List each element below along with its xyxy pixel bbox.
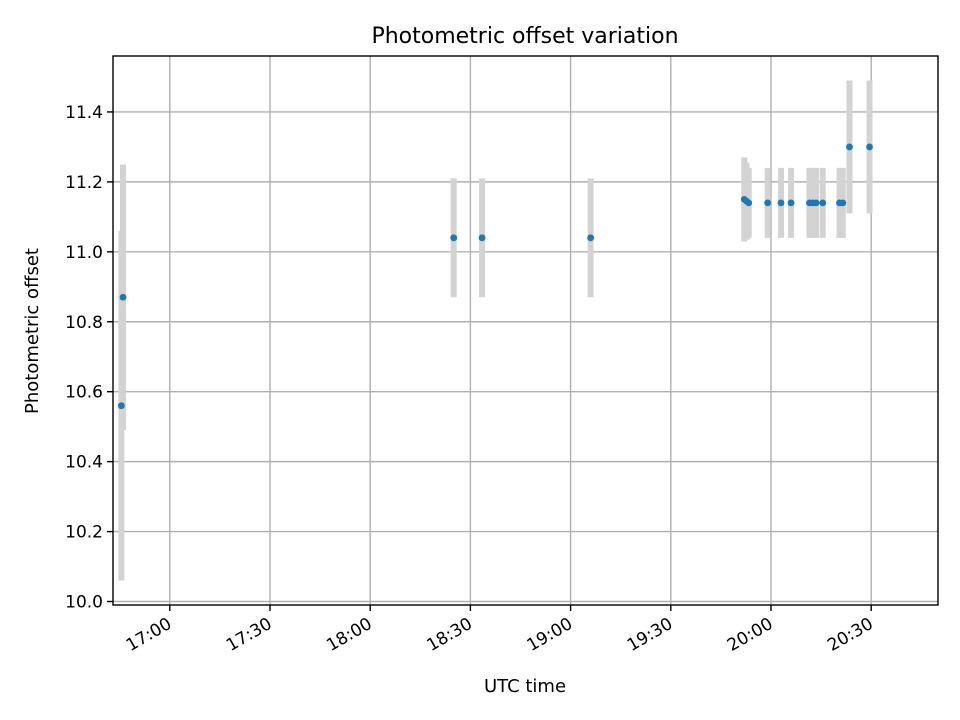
y-tick-label: 10.6: [65, 383, 103, 403]
y-tick-label: 10.2: [65, 523, 103, 543]
x-tick-label: 17:30: [223, 614, 275, 656]
data-point: [745, 199, 753, 207]
y-tick-label: 10.8: [65, 313, 103, 333]
x-tick-label: 18:00: [323, 614, 375, 656]
chart-title: Photometric offset variation: [371, 24, 678, 49]
x-tick-label: 17:00: [123, 614, 175, 656]
data-point: [846, 143, 853, 151]
x-axis-label: UTC time: [484, 676, 566, 697]
data-point: [777, 199, 785, 207]
data-point: [787, 199, 795, 207]
data-point: [587, 234, 595, 242]
plot-frame: [112, 55, 939, 606]
x-tick-label: 20:30: [824, 614, 876, 656]
y-tick-label: 11.0: [65, 243, 103, 263]
data-point: [866, 143, 873, 151]
x-tick-label: 19:30: [624, 614, 676, 656]
x-tick-label: 18:30: [423, 614, 475, 656]
y-tick-label: 11.4: [65, 103, 103, 123]
y-axis-ticks: 10.0 10.2 10.4 10.6 10.8 11.0 11.2 11.4: [65, 103, 113, 613]
y-tick-label: 10.0: [65, 593, 103, 613]
data-point: [119, 293, 127, 301]
y-tick-label: 11.2: [65, 173, 103, 193]
data-point: [819, 199, 827, 207]
data-point: [764, 199, 772, 207]
x-axis-ticks: 17:00 17:30 18:00 18:30 19:00 19:30 20:00 20:30: [123, 605, 877, 656]
data-point: [478, 234, 486, 242]
error-bars: [118, 80, 873, 581]
x-tick-label: 20:00: [724, 614, 776, 656]
grid-lines: [113, 56, 938, 605]
data-point: [812, 199, 820, 207]
data-point: [839, 199, 847, 207]
data-point: [450, 234, 458, 242]
data-point: [117, 402, 125, 410]
y-axis-label: Photometric offset: [22, 248, 43, 414]
x-tick-label: 19:00: [524, 614, 576, 656]
data-points: [117, 143, 873, 410]
y-tick-label: 10.4: [65, 453, 103, 473]
